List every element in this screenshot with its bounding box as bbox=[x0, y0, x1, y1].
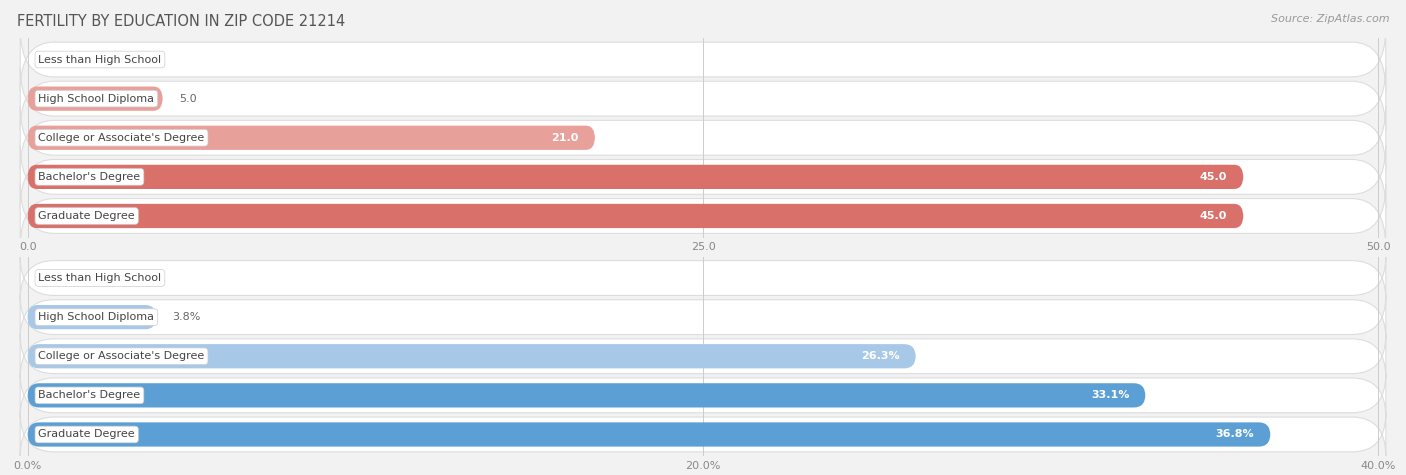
FancyBboxPatch shape bbox=[28, 165, 1243, 189]
FancyBboxPatch shape bbox=[20, 256, 1386, 300]
FancyBboxPatch shape bbox=[20, 374, 1386, 417]
Text: Less than High School: Less than High School bbox=[38, 55, 162, 65]
Text: 33.1%: 33.1% bbox=[1091, 390, 1129, 400]
Text: Graduate Degree: Graduate Degree bbox=[38, 429, 135, 439]
Text: Graduate Degree: Graduate Degree bbox=[38, 211, 135, 221]
FancyBboxPatch shape bbox=[20, 184, 1386, 247]
Text: 3.8%: 3.8% bbox=[172, 312, 201, 322]
FancyBboxPatch shape bbox=[20, 413, 1386, 456]
Text: 0.0: 0.0 bbox=[44, 55, 62, 65]
FancyBboxPatch shape bbox=[20, 28, 1386, 91]
FancyBboxPatch shape bbox=[28, 86, 163, 111]
Text: 0.0%: 0.0% bbox=[44, 273, 72, 283]
FancyBboxPatch shape bbox=[28, 305, 156, 329]
Text: 21.0: 21.0 bbox=[551, 133, 579, 143]
FancyBboxPatch shape bbox=[20, 145, 1386, 209]
Text: 36.8%: 36.8% bbox=[1216, 429, 1254, 439]
FancyBboxPatch shape bbox=[20, 106, 1386, 169]
Text: 45.0: 45.0 bbox=[1199, 211, 1227, 221]
Text: High School Diploma: High School Diploma bbox=[38, 312, 155, 322]
Text: Less than High School: Less than High School bbox=[38, 273, 162, 283]
Text: Bachelor's Degree: Bachelor's Degree bbox=[38, 390, 141, 400]
Text: High School Diploma: High School Diploma bbox=[38, 94, 155, 104]
FancyBboxPatch shape bbox=[20, 334, 1386, 378]
FancyBboxPatch shape bbox=[28, 383, 1146, 408]
Text: Bachelor's Degree: Bachelor's Degree bbox=[38, 172, 141, 182]
FancyBboxPatch shape bbox=[20, 67, 1386, 130]
Text: College or Associate's Degree: College or Associate's Degree bbox=[38, 133, 205, 143]
Text: College or Associate's Degree: College or Associate's Degree bbox=[38, 351, 205, 361]
FancyBboxPatch shape bbox=[28, 204, 1243, 228]
FancyBboxPatch shape bbox=[28, 422, 1271, 446]
FancyBboxPatch shape bbox=[20, 295, 1386, 339]
Text: FERTILITY BY EDUCATION IN ZIP CODE 21214: FERTILITY BY EDUCATION IN ZIP CODE 21214 bbox=[17, 14, 344, 29]
FancyBboxPatch shape bbox=[28, 125, 595, 150]
FancyBboxPatch shape bbox=[28, 344, 915, 369]
Text: 45.0: 45.0 bbox=[1199, 172, 1227, 182]
Text: 26.3%: 26.3% bbox=[860, 351, 900, 361]
Text: Source: ZipAtlas.com: Source: ZipAtlas.com bbox=[1271, 14, 1389, 24]
Text: 5.0: 5.0 bbox=[179, 94, 197, 104]
